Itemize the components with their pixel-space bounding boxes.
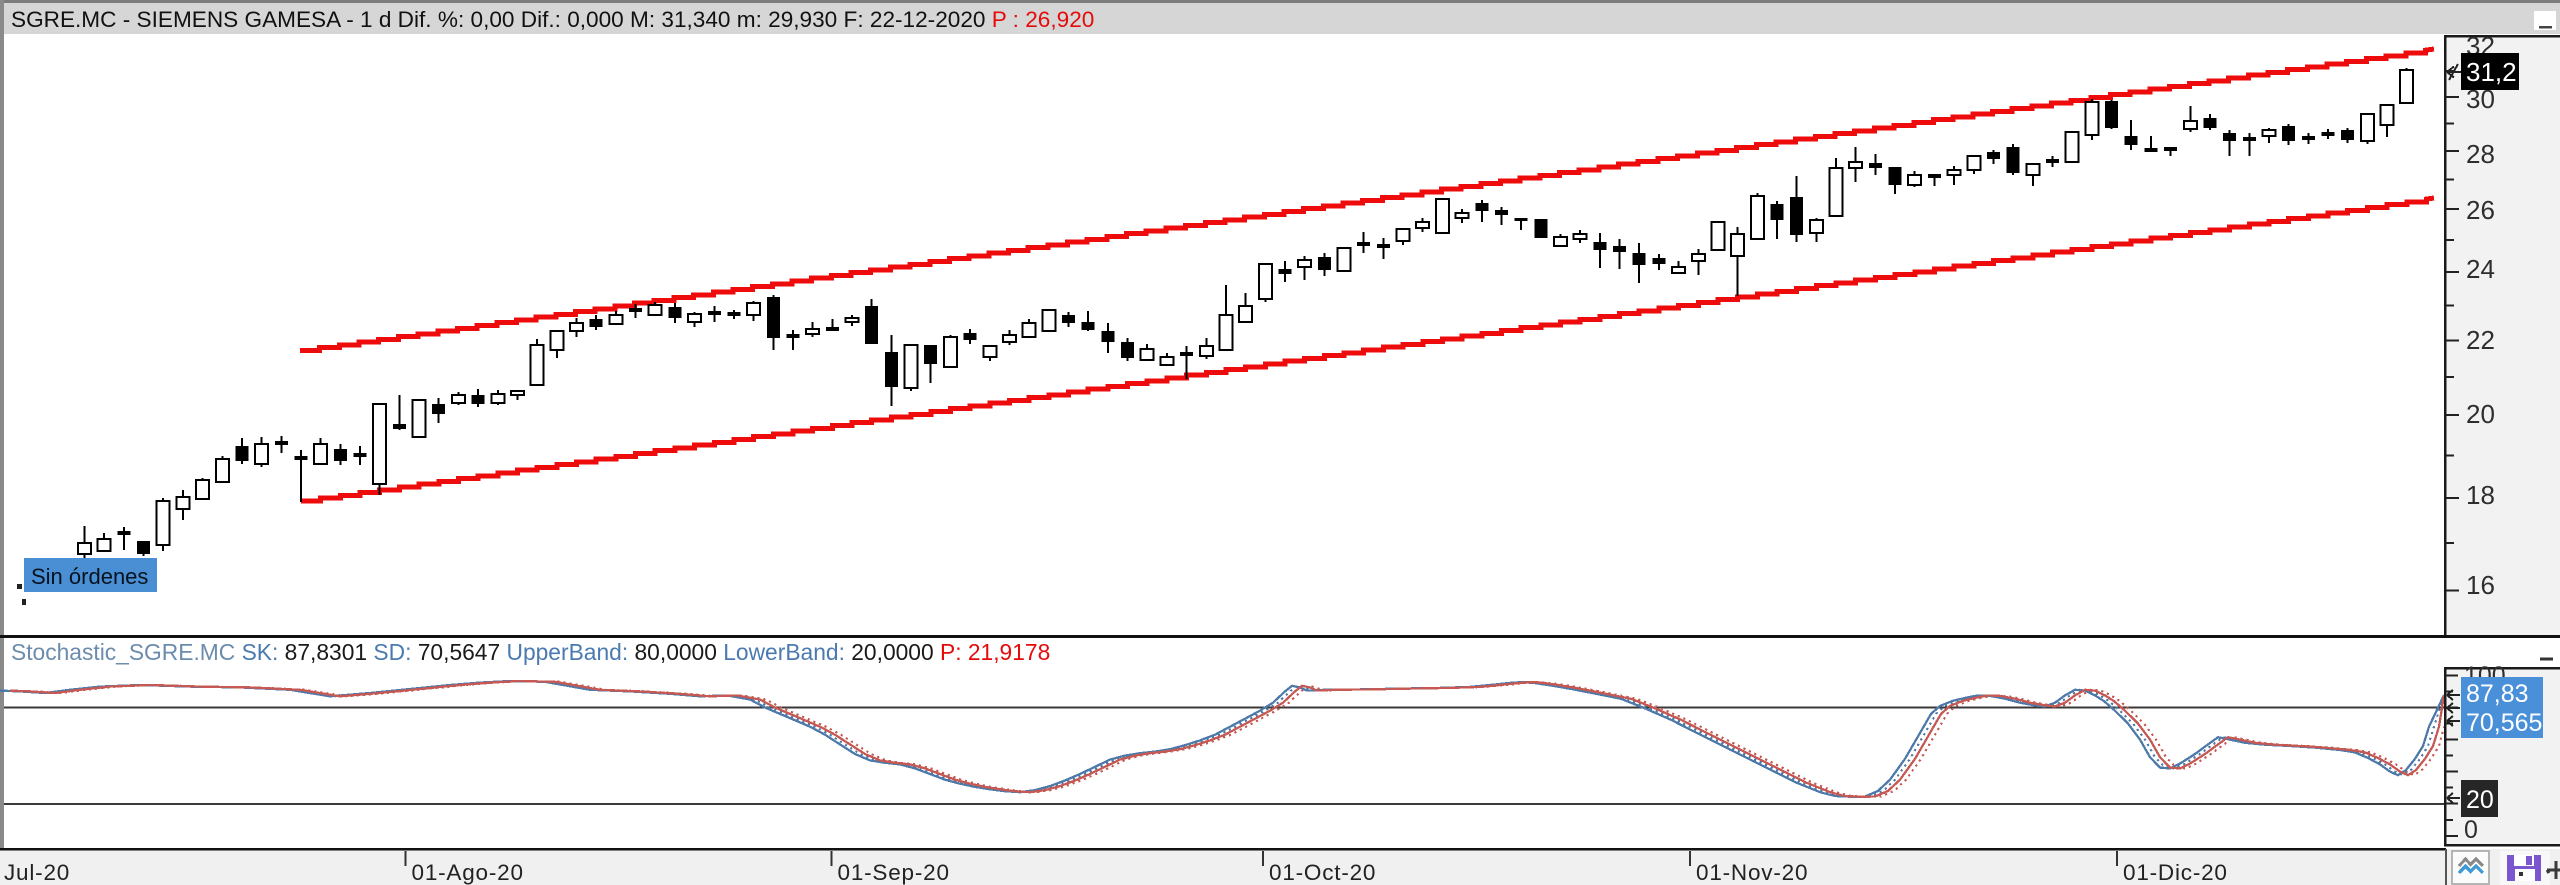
svg-text:70,565: 70,565: [2466, 709, 2542, 737]
svg-text:24: 24: [2466, 254, 2495, 284]
svg-text:31,2: 31,2: [2466, 57, 2517, 87]
svg-text:22: 22: [2466, 325, 2495, 355]
svg-text:01-Nov-20: 01-Nov-20: [1696, 860, 1808, 885]
svg-text:01-Sep-20: 01-Sep-20: [838, 860, 950, 885]
svg-text:28: 28: [2466, 139, 2495, 169]
svg-text:Stochastic_SGRE.MC SK: 87,830: Stochastic_SGRE.MC SK: 87,8301 SD: 70,56…: [11, 639, 1050, 665]
svg-text:16: 16: [2466, 570, 2495, 600]
svg-text:SGRE.MC - SIEMENS GAMESA - 1: SGRE.MC - SIEMENS GAMESA - 1 d Dif. %: 0…: [11, 7, 1094, 32]
svg-text:Jul-20: Jul-20: [4, 860, 70, 885]
svg-text:18: 18: [2466, 480, 2495, 510]
svg-text:20: 20: [2466, 786, 2494, 814]
svg-text:Sin órdenes: Sin órdenes: [31, 564, 148, 589]
svg-text:26: 26: [2466, 195, 2495, 225]
svg-text:01-Oct-20: 01-Oct-20: [1269, 860, 1376, 885]
svg-text:20: 20: [2466, 399, 2495, 429]
svg-text:01-Ago-20: 01-Ago-20: [412, 860, 524, 885]
svg-text:87,83: 87,83: [2466, 680, 2529, 708]
svg-text:0: 0: [2464, 816, 2478, 844]
svg-text:01-Dic-20: 01-Dic-20: [2123, 860, 2228, 885]
